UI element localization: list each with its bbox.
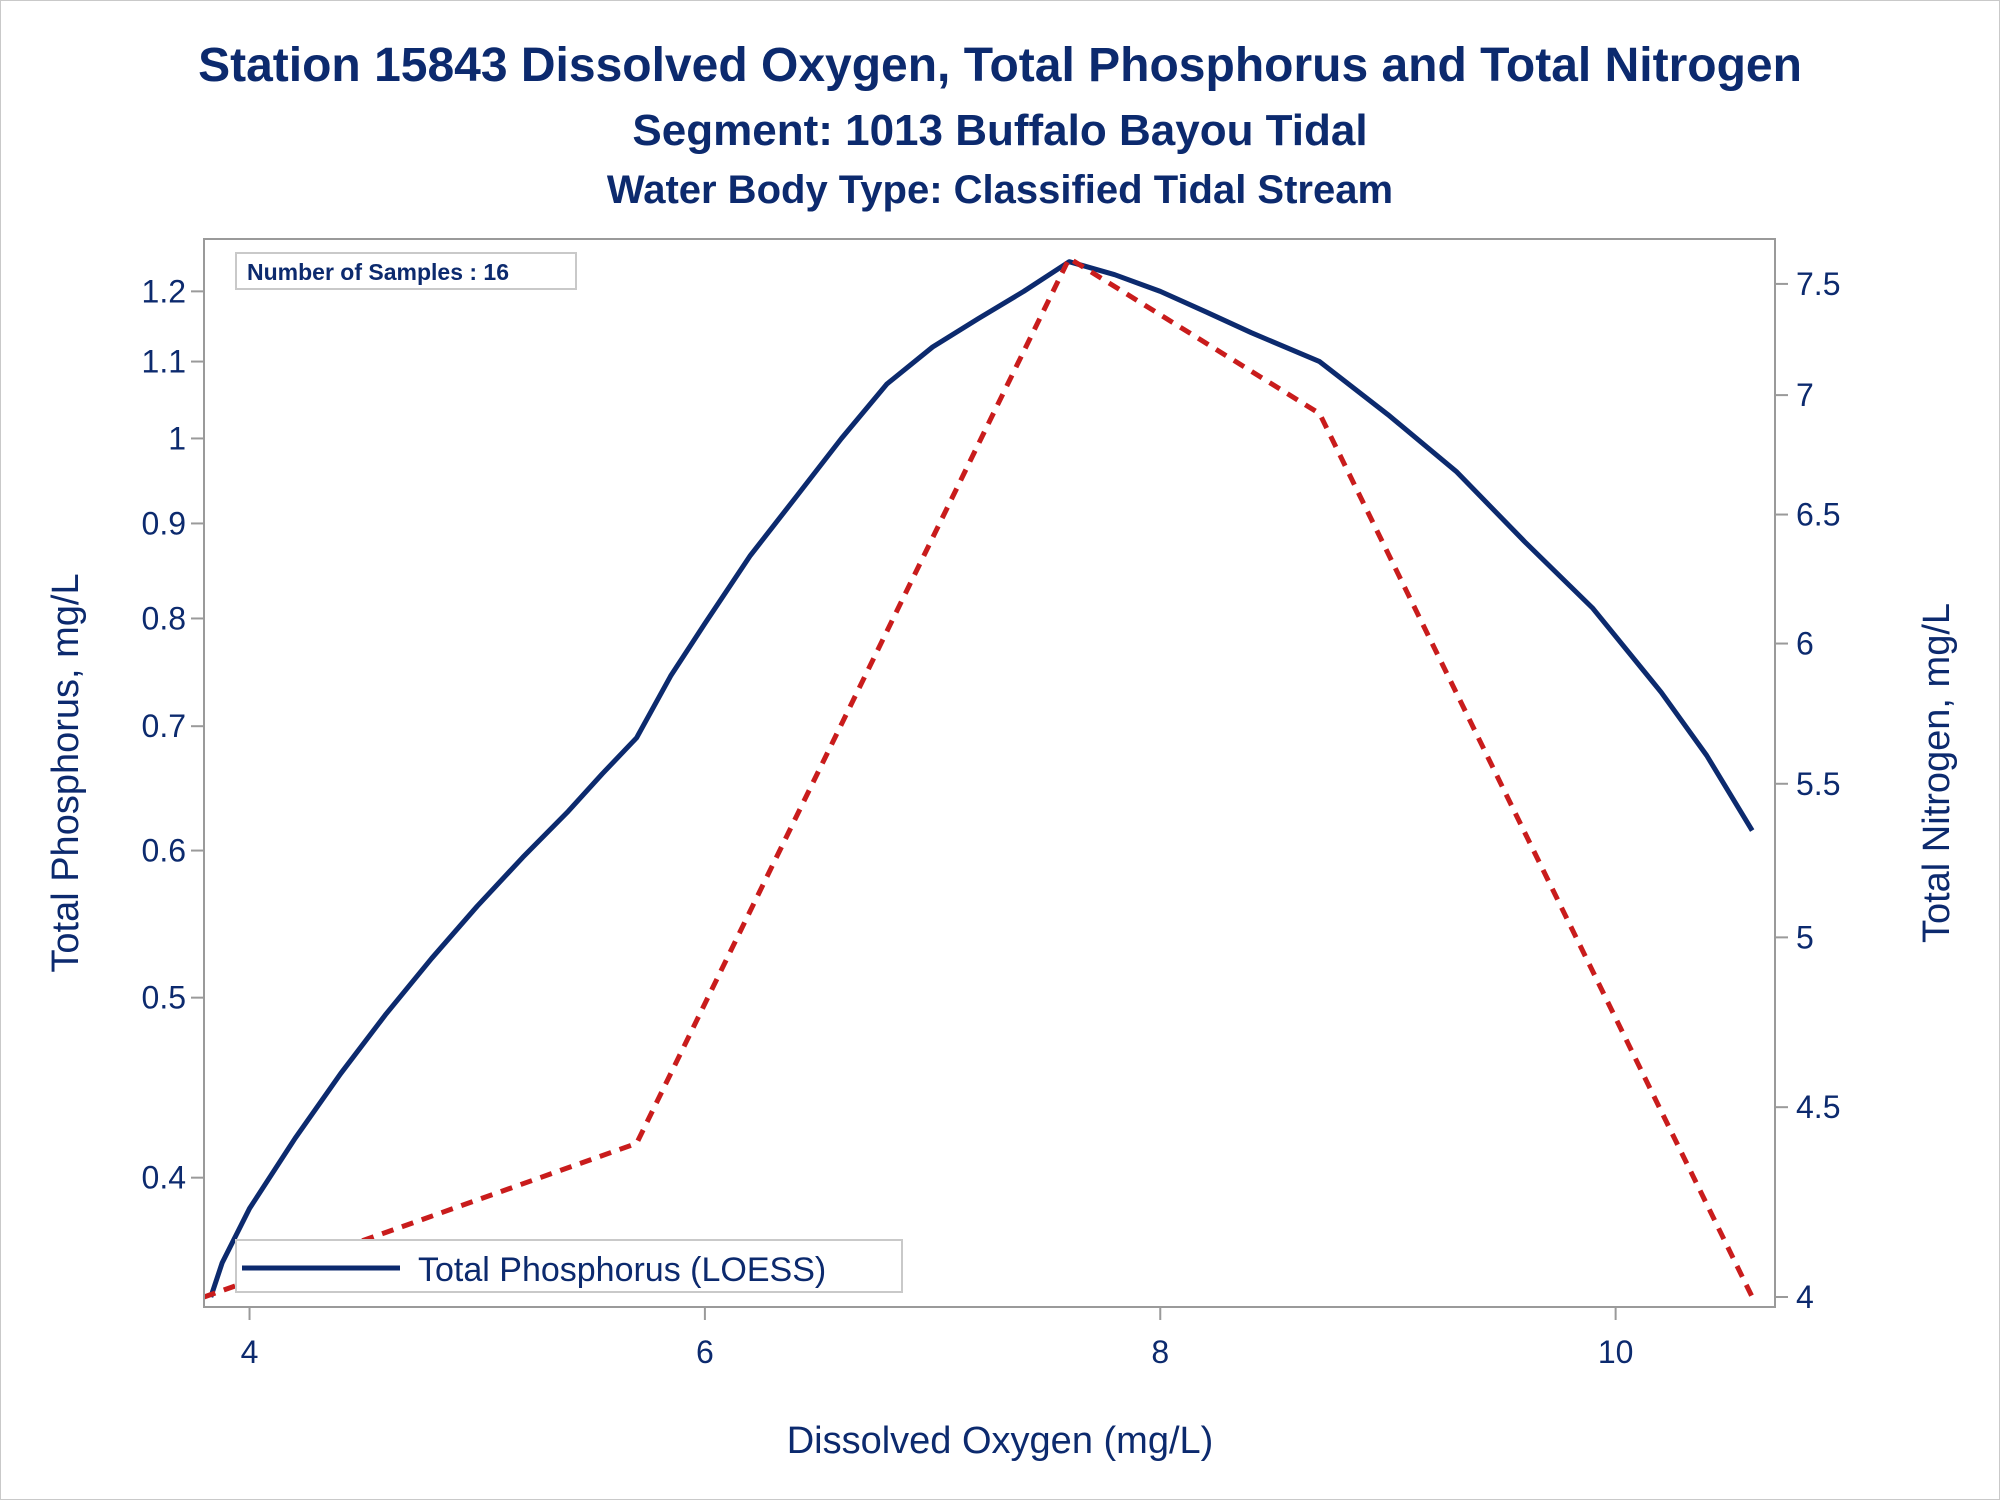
y-tick-label: 1 xyxy=(168,420,186,456)
plot-frame xyxy=(203,238,1776,1308)
y2-tick-label: 7 xyxy=(1796,377,1814,413)
y-tick-label: 1.1 xyxy=(142,344,186,380)
x-tick-label: 10 xyxy=(1598,1334,1634,1370)
y-tick-label: 0.8 xyxy=(142,600,186,636)
x-tick-label: 6 xyxy=(696,1334,714,1370)
plot-layer xyxy=(203,255,1755,1300)
y-tick-label: 0.7 xyxy=(142,708,186,744)
x-axis-label: Dissolved Oxygen (mg/L) xyxy=(787,1420,1214,1462)
sample-count-box xyxy=(235,252,577,290)
y-tick-label: 0.5 xyxy=(142,980,186,1016)
legend-label-total-phosphorus: Total Phosphorus (LOESS) xyxy=(418,1251,826,1289)
y2-tick-label: 7.5 xyxy=(1796,266,1840,302)
y2-tick-label: 5.5 xyxy=(1796,766,1840,802)
chart-subtitle-segment: Segment: 1013 Buffalo Bayou Tidal xyxy=(632,106,1368,155)
y2-axis-label: Total Nitrogen, mg/L xyxy=(1916,603,1958,943)
y-tick-label: 0.6 xyxy=(142,833,186,869)
series-line-total-phosphorus xyxy=(208,259,1755,1298)
x-tick-label: 8 xyxy=(1151,1334,1169,1370)
sample-count-annotation: Number of Samples : 16 xyxy=(247,259,509,285)
y2-tick-label: 5 xyxy=(1796,919,1814,955)
chart-subtitle-water-body: Water Body Type: Classified Tidal Stream xyxy=(606,168,1394,212)
legend: Total Phosphorus (LOESS) xyxy=(235,1239,903,1293)
y2-tick-label: 4 xyxy=(1796,1279,1814,1315)
x-tick-label: 4 xyxy=(241,1334,259,1370)
y-axis-label: Total Phosphorus, mg/L xyxy=(45,573,87,972)
y-tick-label: 0.4 xyxy=(142,1160,186,1196)
chart-title: Station 15843 Dissolved Oxygen, Total Ph… xyxy=(198,39,1802,92)
y-tick-label: 1.2 xyxy=(142,273,186,309)
y-tick-label: 0.9 xyxy=(142,505,186,541)
y2-tick-label: 6 xyxy=(1796,626,1814,662)
series-line-total-nitrogen xyxy=(203,255,1755,1300)
y2-tick-label: 4.5 xyxy=(1796,1089,1840,1125)
y2-tick-label: 6.5 xyxy=(1796,497,1840,533)
